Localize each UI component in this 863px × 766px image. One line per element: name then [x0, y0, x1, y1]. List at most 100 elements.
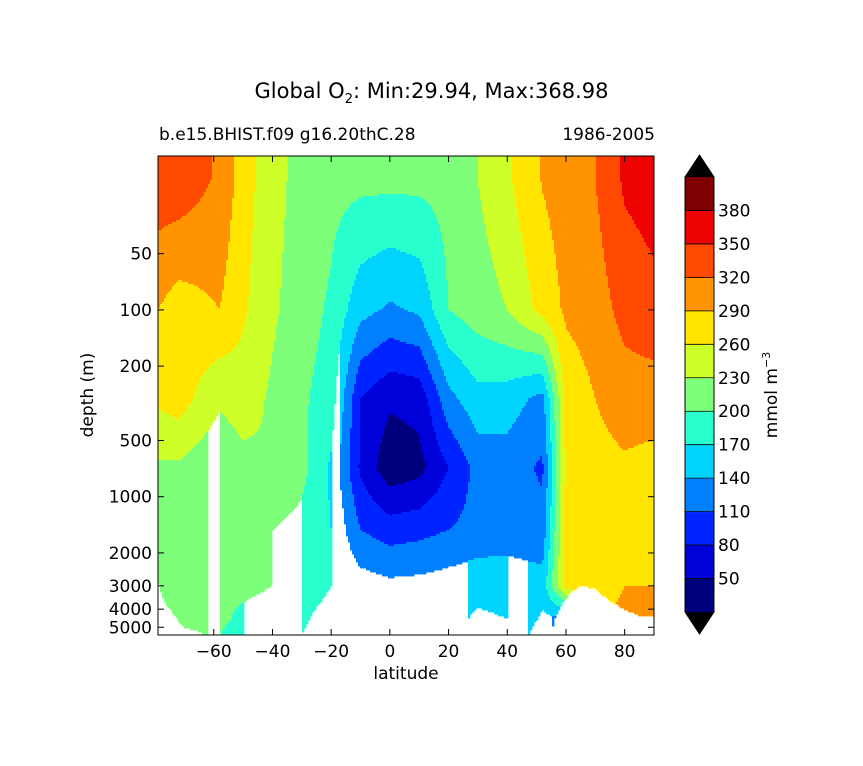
contour-band-cell	[630, 156, 633, 217]
contour-band-cell	[204, 434, 207, 635]
contour-band-cell	[416, 346, 419, 379]
contour-band-cell	[190, 450, 193, 631]
contour-band-cell	[396, 194, 399, 251]
contour-band-cell	[464, 504, 467, 563]
contour-band-cell	[398, 340, 401, 375]
contour-band-cell	[538, 564, 541, 617]
contour-band-cell	[374, 502, 377, 539]
contour-band-cell	[602, 420, 605, 597]
contour-band-cell	[382, 250, 385, 309]
contour-band-cell	[230, 424, 233, 621]
contour-band-cell	[508, 156, 511, 313]
contour-band-cell	[500, 556, 503, 617]
contour-band-cell	[484, 382, 487, 435]
contour-band-cell	[460, 448, 463, 515]
contour-band-cell	[378, 156, 381, 195]
contour-band-cell	[380, 378, 383, 445]
contour-band-cell	[334, 156, 337, 241]
contour-band-cell	[500, 292, 503, 345]
contour-band-cell	[354, 156, 357, 203]
contour-band-cell	[440, 330, 443, 367]
contour-band-cell	[562, 382, 565, 593]
contour-band-cell	[394, 156, 397, 195]
contour-band-cell	[434, 214, 437, 317]
contour-band-cell	[538, 314, 541, 335]
contour-band-cell	[518, 156, 521, 221]
contour-band-cell	[170, 224, 173, 291]
contour-band-cell	[642, 356, 645, 445]
contour-band-cell	[446, 530, 449, 569]
contour-band-cell	[530, 376, 533, 399]
contour-band-cell	[420, 318, 423, 351]
contour-band-cell	[394, 544, 397, 577]
contour-band-cell	[220, 156, 223, 303]
contour-band-cell	[518, 322, 521, 351]
contour-band-cell	[454, 354, 457, 395]
contour-band-cell	[642, 444, 645, 587]
contour-band-cell	[186, 282, 189, 411]
contour-band-cell	[494, 156, 497, 271]
contour-band-cell	[444, 460, 447, 477]
contour-band-cell	[558, 156, 561, 287]
contour-band-cell	[230, 620, 233, 635]
contour-band-cell	[402, 252, 405, 309]
contour-band-cell	[382, 194, 385, 251]
contour-band-cell	[286, 156, 289, 183]
contour-band-cell	[438, 324, 441, 361]
contour-band-cell	[184, 412, 187, 457]
contour-band-cell	[424, 462, 427, 471]
contour-band-cell	[618, 330, 621, 447]
contour-band-cell	[420, 508, 423, 541]
contour-band-cell	[474, 428, 477, 559]
contour-band-cell	[194, 446, 197, 631]
contour-band-cell	[184, 156, 187, 217]
contour-band-cell	[636, 156, 639, 229]
contour-band-cell	[206, 432, 209, 635]
contour-band-cell	[550, 442, 553, 507]
contour-band-cell	[206, 156, 209, 189]
contour-band-cell	[638, 156, 641, 231]
contour-band-cell	[384, 306, 387, 343]
contour-band-cell	[270, 156, 273, 367]
contour-band-cell	[492, 434, 495, 557]
contour-band-cell	[422, 388, 425, 455]
contour-band-cell	[472, 560, 475, 613]
contour-band-cell	[538, 354, 541, 375]
contour-band-cell	[208, 368, 211, 431]
contour-band-cell	[422, 356, 425, 389]
contour-band-cell	[380, 444, 383, 475]
contour-band-cell	[388, 486, 391, 515]
contour-band-cell	[530, 292, 533, 331]
contour-band-cell	[564, 484, 567, 589]
contour-band-cell	[506, 434, 509, 557]
contour-band-cell	[496, 156, 499, 279]
contour-band-cell	[512, 184, 515, 317]
contour-band-cell	[510, 428, 513, 557]
contour-band-cell	[218, 358, 221, 413]
contour-band-cell	[608, 156, 611, 289]
contour-band-cell	[372, 500, 375, 539]
contour-band-cell	[536, 564, 539, 621]
contour-band-cell	[368, 390, 371, 495]
contour-band-cell	[584, 156, 587, 367]
contour-band-cell	[232, 426, 235, 615]
contour-band-cell	[440, 366, 443, 403]
contour-band-cell	[176, 156, 179, 221]
contour-band-cell	[520, 412, 523, 559]
contour-band-cell	[422, 506, 425, 541]
contour-band-cell	[440, 452, 443, 485]
contour-band-cell	[536, 394, 539, 463]
contour-band-cell	[512, 380, 515, 425]
contour-band-cell	[374, 156, 377, 197]
contour-band-cell	[554, 422, 557, 531]
contour-band-cell	[600, 156, 603, 233]
contour-band-cell	[220, 302, 223, 359]
contour-band-cell	[386, 340, 389, 375]
contour-band-cell	[514, 318, 517, 349]
contour-band-cell	[548, 348, 551, 375]
contour-band-cell	[398, 306, 401, 341]
contour-band-cell	[362, 320, 365, 359]
contour-band-cell	[392, 372, 395, 415]
contour-band-cell	[390, 516, 393, 547]
contour-band-cell	[320, 156, 323, 329]
